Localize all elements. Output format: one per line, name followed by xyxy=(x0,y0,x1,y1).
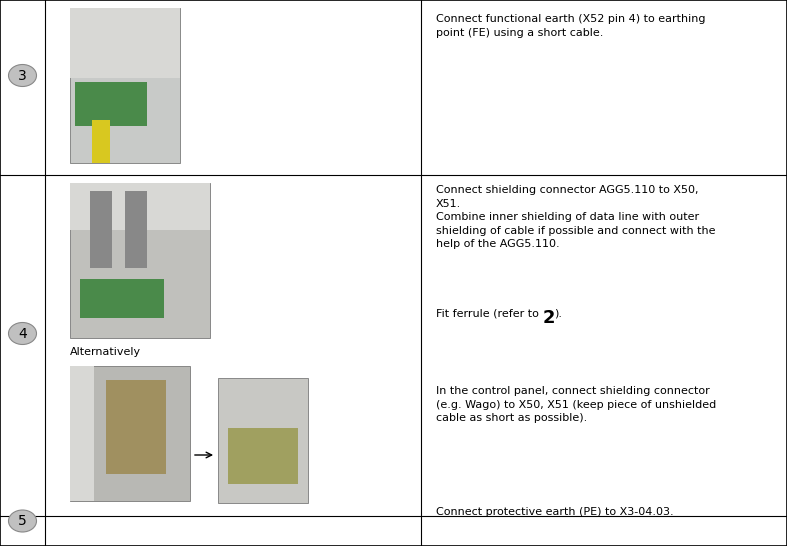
Ellipse shape xyxy=(9,64,36,86)
Text: Alternatively: Alternatively xyxy=(70,347,141,357)
Ellipse shape xyxy=(9,510,36,532)
Bar xyxy=(70,183,210,338)
Bar xyxy=(70,366,190,501)
Bar xyxy=(90,191,112,268)
Text: 5: 5 xyxy=(18,514,27,528)
Ellipse shape xyxy=(9,323,36,345)
Bar xyxy=(125,191,147,268)
Bar xyxy=(70,8,180,78)
Bar xyxy=(75,82,146,126)
Text: 2: 2 xyxy=(543,309,555,327)
Bar xyxy=(70,8,180,163)
Text: ).: ). xyxy=(554,308,562,318)
Bar xyxy=(70,366,94,501)
Text: Fit ferrule (refer to: Fit ferrule (refer to xyxy=(436,308,542,318)
Bar xyxy=(106,379,166,474)
Bar xyxy=(218,378,308,503)
Bar xyxy=(80,279,164,318)
Text: 3: 3 xyxy=(18,68,27,82)
Bar xyxy=(92,120,110,163)
Text: 4: 4 xyxy=(18,327,27,341)
Bar xyxy=(70,183,210,229)
Text: In the control panel, connect shielding connector
(e.g. Wago) to X50, X51 (keep : In the control panel, connect shielding … xyxy=(436,386,716,423)
Text: Connect protective earth (PE) to X3-04.03.: Connect protective earth (PE) to X3-04.0… xyxy=(436,507,674,517)
Text: Connect shielding connector AGG5.110 to X50,
X51.
Combine inner shielding of dat: Connect shielding connector AGG5.110 to … xyxy=(436,185,715,250)
Bar xyxy=(228,428,298,484)
Text: Connect functional earth (X52 pin 4) to earthing
point (FE) using a short cable.: Connect functional earth (X52 pin 4) to … xyxy=(436,14,705,38)
